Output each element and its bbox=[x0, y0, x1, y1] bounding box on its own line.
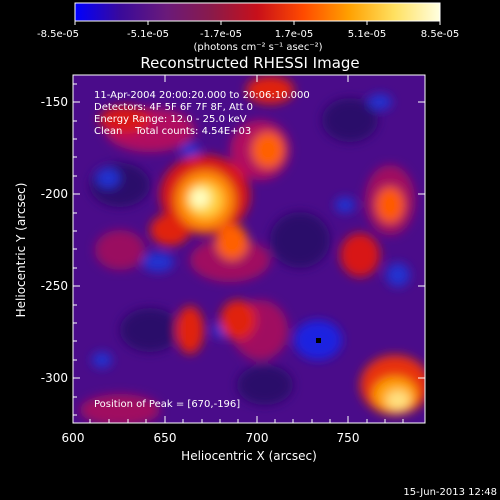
colorbar-tick-label-3: 1.7e-05 bbox=[275, 29, 313, 40]
x-tick-label-600: 600 bbox=[62, 431, 85, 445]
x-axis-label: Heliocentric X (arcsec) bbox=[181, 449, 317, 463]
colorbar-tick-label-0: -8.5e-05 bbox=[37, 29, 79, 40]
y-tick-label-m300: -300 bbox=[41, 371, 68, 385]
info-line-time: 11-Apr-2004 20:00:20.000 to 20:06:10.000 bbox=[94, 90, 310, 101]
rhessi-image bbox=[73, 75, 425, 423]
info-line-detectors: Detectors: 4F 5F 6F 7F 8F, Att 0 bbox=[94, 102, 253, 113]
y-axis-label: Heliocentric Y (arcsec) bbox=[14, 183, 28, 318]
colorbar-tick-label-1: -5.1e-05 bbox=[127, 29, 169, 40]
colorbar bbox=[74, 2, 441, 22]
x-tick-label-650: 650 bbox=[154, 431, 177, 445]
peak-position-label: Position of Peak = [670,-196] bbox=[94, 399, 240, 410]
info-line-clean: Clean Total counts: 4.54E+03 bbox=[94, 126, 251, 137]
image-title: Reconstructed RHESSI Image bbox=[140, 54, 359, 72]
colorbar-tick-label-4: 5.1e-05 bbox=[348, 29, 386, 40]
y-tick-label-m150: -150 bbox=[41, 95, 68, 109]
y-tick-label-m200: -200 bbox=[41, 187, 68, 201]
colorbar-tick-label-2: -1.7e-05 bbox=[200, 29, 242, 40]
colorbar-unit-label: (photons cm⁻² s⁻¹ asec⁻²) bbox=[193, 42, 322, 53]
info-line-energy: Energy Range: 12.0 - 25.0 keV bbox=[94, 114, 247, 125]
footer-date: 15-Jun-2013 12:48 bbox=[403, 487, 497, 498]
y-tick-label-m250: -250 bbox=[41, 279, 68, 293]
x-tick-label-750: 750 bbox=[337, 431, 360, 445]
x-axis-ticks bbox=[72, 75, 404, 423]
y-axis-ticks bbox=[73, 83, 425, 416]
colorbar-tick-label-5: 8.5e-05 bbox=[421, 29, 459, 40]
colorbar-ticks bbox=[74, 21, 441, 25]
peak-marker bbox=[316, 338, 321, 343]
x-tick-label-700: 700 bbox=[246, 431, 269, 445]
